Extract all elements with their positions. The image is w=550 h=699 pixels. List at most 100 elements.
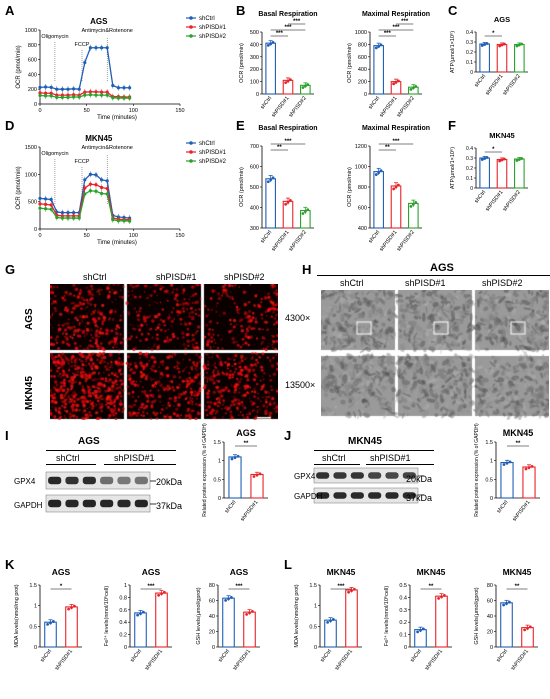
bar-shPISD#1	[243, 611, 256, 648]
sig-mark: ***	[392, 139, 400, 145]
injection-label: Oligomycin	[41, 151, 68, 157]
data-point	[483, 43, 487, 46]
data-point	[229, 596, 233, 599]
data-point	[498, 44, 502, 48]
data-point	[72, 604, 76, 608]
sig-mark: ***	[147, 584, 155, 590]
y-tick-label: 0.5	[309, 624, 317, 630]
y-axis-label: OCR (pmol/min)	[347, 43, 353, 83]
data-point	[498, 159, 502, 163]
h-col-label-sh2: shPISD#2	[482, 278, 523, 288]
y-tick-label: 0.5	[399, 583, 407, 589]
data-point	[245, 612, 249, 616]
data-point	[271, 176, 275, 180]
data-point	[411, 86, 415, 90]
data-point	[269, 42, 273, 46]
panel-letter-e: E	[236, 118, 245, 133]
data-point	[255, 473, 259, 477]
blot-band	[385, 472, 399, 479]
legend-entry: shPISD#1	[199, 150, 227, 156]
data-point	[347, 590, 351, 594]
injection-label: Antimycin&Rotenone	[82, 28, 133, 34]
blot-band	[368, 472, 382, 479]
y-tick-label: 200	[250, 67, 259, 73]
panel-letter-g: G	[5, 262, 16, 277]
y-tick-label: 0.1	[399, 633, 407, 639]
category-label: shCtrl	[217, 649, 231, 664]
data-point	[329, 619, 332, 623]
sig-mark: ***	[235, 584, 243, 590]
y-tick-label: 0	[256, 92, 259, 98]
blot-i: AGS shCtrl shPISD#1 GPX4 GAPDH 20kDa 37k…	[14, 436, 184, 546]
panel-letter-h: H	[302, 262, 312, 277]
data-point	[269, 178, 273, 182]
sig-mark: **	[515, 584, 520, 590]
sig-mark: **	[429, 584, 434, 590]
blot-i-protein-gapdh: GAPDH	[14, 501, 43, 510]
blot-band	[402, 472, 416, 479]
sig-mark: ***	[284, 139, 292, 145]
y-tick-label: 0.6	[119, 608, 127, 614]
chart-title: AGS	[494, 15, 510, 24]
y-tick-label: 60	[487, 599, 493, 605]
bar-chart: 0 200 400 600 800 1000 Maximal Respiration OCR …	[347, 11, 430, 119]
chart-title: AGS	[236, 428, 256, 438]
blot-band	[65, 499, 79, 508]
y-tick-label: 0.4	[466, 30, 473, 36]
x-tick-label: 100	[129, 233, 138, 239]
y-tick-label: 1000	[355, 30, 367, 36]
data-point	[284, 202, 288, 206]
y-tick-label: 1500	[25, 145, 37, 151]
y-tick-label: 0	[218, 496, 221, 502]
data-point	[70, 606, 73, 610]
y-tick-label: 800	[358, 42, 367, 48]
panel-letter-a: A	[5, 3, 15, 18]
bar-chart: 0 0.2 0.4 0.6 0.8 1 AGS Fe²⁺ levels(nmol/10⁶cel…	[103, 567, 172, 672]
category-label: shPISD#2	[396, 230, 416, 253]
legend-entry: shCtrl	[199, 16, 215, 22]
category-label: shPISD#1	[54, 649, 74, 672]
y-tick-label: 800	[28, 43, 37, 49]
y-tick-label: 0	[364, 92, 367, 98]
data-point	[502, 157, 506, 161]
bar-chart: 0 0.1 0.2 0.3 0.4 AGS ATP(μmol/1×10⁶) shCtrl shP…	[449, 15, 528, 97]
y-tick-label: 400	[28, 72, 37, 78]
blot-band	[82, 476, 96, 485]
blot-j-group-ctrl: shCtrl	[322, 453, 346, 463]
y-axis-label: Related protein expression (% of GAPDH)	[474, 423, 480, 517]
data-point	[374, 173, 378, 176]
data-point	[502, 463, 506, 466]
data-point	[250, 609, 254, 613]
bar-shCtrl	[324, 619, 337, 648]
data-point	[517, 43, 521, 47]
data-point	[306, 208, 310, 211]
y-tick-label: 200	[358, 80, 367, 86]
data-point	[505, 602, 508, 605]
data-point	[252, 475, 256, 478]
bar-shCtrl	[222, 597, 235, 648]
chart-title: AGS	[90, 17, 108, 26]
blot-band	[350, 492, 364, 499]
y-tick-label: 0	[404, 645, 407, 651]
data-point	[271, 41, 275, 44]
category-label: shCtrl	[224, 500, 238, 515]
y-axis-label: Fe²⁺ levels(nmol/10⁶cell)	[383, 586, 390, 647]
y-tick-label: 0	[314, 645, 317, 651]
bar-chart: 400 600 800 1000 1200 Maximal Respiration OCR …	[347, 125, 430, 253]
bar-shCtrl	[479, 157, 490, 189]
x-axis-label: Time (minutes)	[97, 115, 137, 121]
y-axis-label: ATP(μmol/1×10⁶)	[449, 147, 456, 189]
data-point	[230, 457, 234, 461]
data-point	[136, 613, 140, 617]
data-point	[352, 587, 356, 591]
data-point	[520, 157, 524, 160]
data-point	[286, 79, 290, 83]
scale-bar-label: 50μm	[244, 410, 260, 416]
category-label: shCtrl	[39, 649, 53, 664]
blot-band	[134, 499, 148, 508]
injection-label: Antimycin&Rotenone	[82, 145, 133, 151]
y-tick-label: 1000	[355, 165, 367, 171]
data-point	[248, 611, 251, 615]
h-row-label-13500: 13500×	[285, 380, 316, 390]
panel-letter-k: K	[5, 557, 15, 572]
